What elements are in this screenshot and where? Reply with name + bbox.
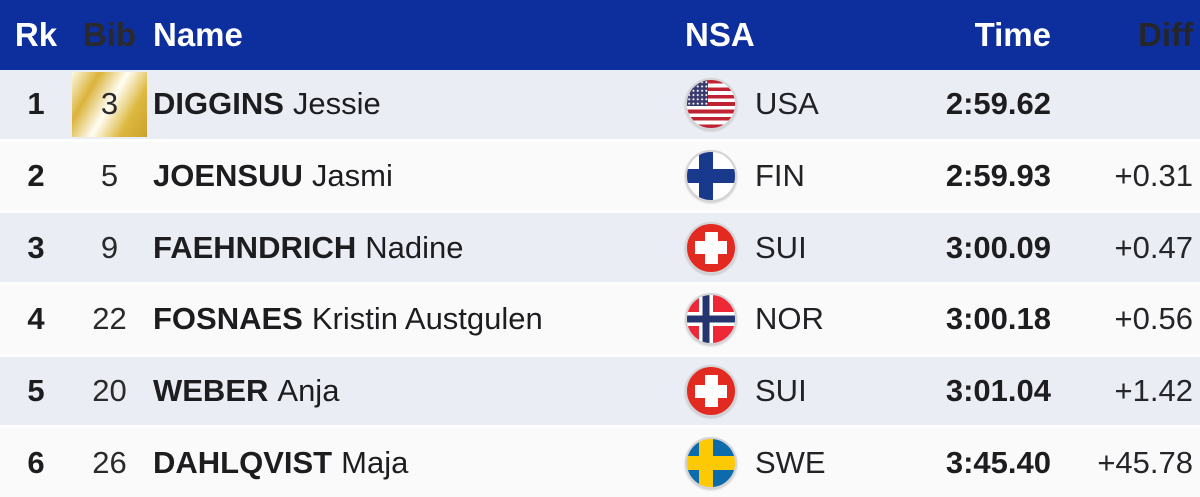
diff-value: +0.56 [1114,301,1193,337]
table-row: 6 26 DAHLQVIST Maja SWE 3:45.40 +45.78 [0,425,1200,497]
table-row: 1 3 DIGGINS Jessie USA 2:59.62 [0,70,1200,139]
nsa-code: NOR [755,301,824,337]
flag-switzerland-icon [685,365,737,418]
diff-value: +1.42 [1114,373,1193,409]
athlete-name: FOSNAES Kristin Austgulen [147,301,685,337]
time-value: 3:01.04 [945,373,1051,409]
bib-value: 9 [100,229,119,265]
nsa-cell: FIN [685,150,866,202]
diff-value: +0.47 [1114,229,1193,265]
given-name: Nadine [365,229,464,265]
table-row: 5 20 WEBER Anja SUI 3:01.04 +1.42 [0,353,1200,426]
bib-cell: 22 [72,285,147,354]
bib-value: 22 [92,301,127,337]
rank-value: 1 [27,86,45,122]
nsa-code: USA [755,86,819,122]
flag-sweden-icon [685,436,737,489]
given-name: Jasmi [311,158,393,193]
nsa-cell: USA [685,78,866,131]
flag-switzerland-icon [685,221,737,274]
bib-value: 5 [100,158,119,193]
bib-value: 26 [92,444,127,480]
flag-norway-icon [685,293,737,346]
flag-finland-icon [685,150,737,202]
header-time: Time [974,16,1051,53]
header-rank: Rk [14,16,58,53]
family-name: WEBER [153,373,269,409]
family-name: JOENSUU [153,158,303,193]
header-bib: Bib [82,16,137,53]
table-row: 3 9 FAEHNDRICH Nadine SUI 3:00.09 +0.47 [0,210,1200,283]
header-diff: Diff [1138,16,1193,53]
athlete-name: DAHLQVIST Maja [147,445,685,481]
nsa-code: SUI [755,229,807,265]
given-name: Jessie [292,86,381,122]
nsa-cell: NOR [685,293,866,346]
family-name: FOSNAES [153,301,303,337]
header-name: Name [153,16,243,53]
time-value: 3:00.18 [945,301,1051,337]
bib-value: 3 [100,86,119,122]
nsa-cell: SUI [685,365,866,418]
family-name: FAEHNDRICH [153,229,357,265]
rank-value: 5 [27,373,45,409]
athlete-name: FAEHNDRICH Nadine [147,230,685,266]
rank-value: 3 [27,229,45,265]
bib-cell: 9 [72,213,147,282]
flag-usa-icon [685,78,737,131]
given-name: Kristin Austgulen [311,301,543,337]
nsa-code: SUI [755,373,807,409]
athlete-name: DIGGINS Jessie [147,86,685,122]
rank-value: 2 [27,158,45,193]
nsa-cell: SUI [685,221,866,274]
bib-cell: 26 [72,428,147,497]
time-value: 3:00.09 [945,229,1051,265]
header-nsa: NSA [685,16,755,53]
athlete-name: JOENSUU Jasmi [147,158,685,194]
time-value: 2:59.62 [945,86,1051,122]
bib-cell: 20 [72,357,147,426]
given-name: Anja [277,373,340,409]
bib-cell-leader: 3 [72,70,147,139]
results-rows: 1 3 DIGGINS Jessie USA 2:59.62 2 5 JOENSU… [0,70,1200,497]
diff-value: +0.31 [1114,158,1193,193]
rank-value: 4 [27,301,45,337]
family-name: DAHLQVIST [153,444,333,480]
family-name: DIGGINS [153,86,284,122]
table-row: 4 22 FOSNAES Kristin Austgulen NOR 3:00.1… [0,282,1200,354]
bib-value: 20 [92,373,127,409]
table-row: 2 5 JOENSUU Jasmi FIN 2:59.93 +0.31 [0,138,1200,211]
time-value: 2:59.93 [945,158,1051,193]
time-value: 3:45.40 [945,444,1051,480]
diff-value: +45.78 [1097,444,1193,480]
athlete-name: WEBER Anja [147,373,685,409]
bib-cell: 5 [72,142,147,211]
rank-value: 6 [27,444,45,480]
nsa-cell: SWE [685,436,866,489]
nsa-code: SWE [755,444,826,480]
nsa-code: FIN [755,158,805,193]
given-name: Maja [341,444,409,480]
results-header-row: Rk Bib Name NSA Time Diff [0,0,1200,70]
